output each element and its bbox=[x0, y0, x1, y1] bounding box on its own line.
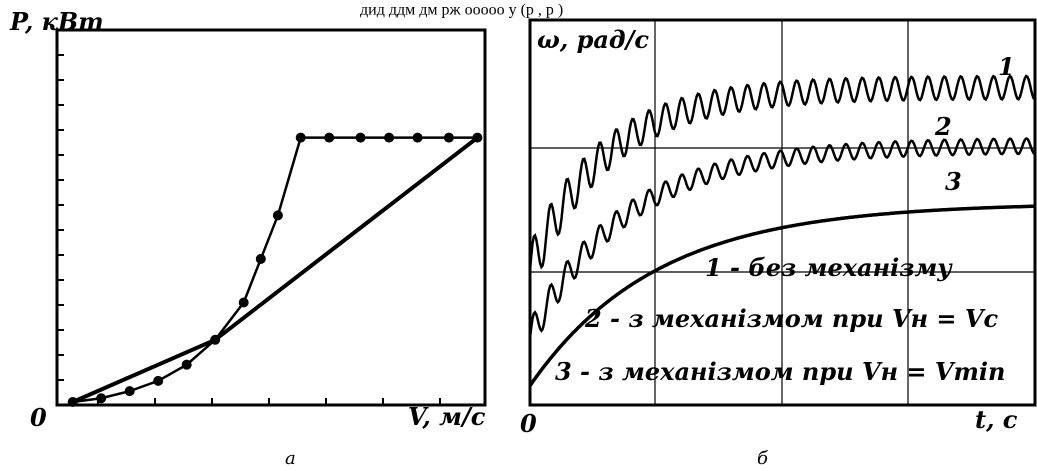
chart-a-ylabel: P, кВт bbox=[9, 7, 104, 36]
chart-a-frame bbox=[55, 28, 487, 407]
chart-b: ω, рад/с t, с 0 б 1 2 3 1 - без механізм… bbox=[520, 18, 1037, 469]
chart-b-ylabel: ω, рад/с bbox=[537, 25, 649, 54]
data-point bbox=[124, 386, 135, 397]
data-point bbox=[272, 210, 283, 221]
data-point bbox=[384, 132, 395, 143]
top-cut-text: дид ддм дм рж ооооо у (р , р ) bbox=[360, 1, 563, 18]
curve-3-line bbox=[528, 204, 1036, 387]
chart-b-xlabel: t, с bbox=[975, 405, 1018, 434]
curve-2-line bbox=[528, 137, 1036, 338]
chart-a-origin: 0 bbox=[30, 403, 47, 432]
legend-entry-3: 3 - з механізмом при Vн = Vmin bbox=[555, 357, 1005, 386]
legend-entry-1: 1 - без механізму bbox=[705, 253, 953, 282]
curve-1-label: 1 bbox=[998, 52, 1015, 81]
data-point bbox=[153, 375, 164, 386]
curve-2-label: 2 bbox=[934, 112, 952, 141]
data-point bbox=[355, 132, 366, 143]
chart-a: P, кВт V, м/с 0 а bbox=[9, 7, 487, 469]
series-1-line bbox=[72, 136, 478, 404]
chart-b-origin: 0 bbox=[520, 409, 537, 438]
data-point bbox=[324, 132, 335, 143]
legend-entry-2: 2 - з механізмом при Vн = Vс bbox=[584, 304, 999, 333]
chart-b-series bbox=[528, 74, 1036, 387]
chart-a-series bbox=[67, 132, 483, 407]
data-point bbox=[255, 253, 266, 264]
data-point bbox=[96, 393, 107, 404]
data-point bbox=[181, 359, 192, 370]
chart-a-xlabel: V, м/с bbox=[408, 402, 486, 431]
curve-3-label: 3 bbox=[945, 167, 962, 196]
chart-b-panel-label: б bbox=[757, 448, 769, 469]
chart-a-ticks bbox=[57, 54, 441, 406]
data-point bbox=[412, 132, 423, 143]
data-point bbox=[295, 132, 306, 143]
chart-a-panel-label: а bbox=[285, 448, 296, 469]
curve-1-line bbox=[528, 74, 1036, 271]
data-point bbox=[238, 297, 249, 308]
data-point bbox=[443, 132, 454, 143]
series-2-line bbox=[71, 136, 479, 404]
